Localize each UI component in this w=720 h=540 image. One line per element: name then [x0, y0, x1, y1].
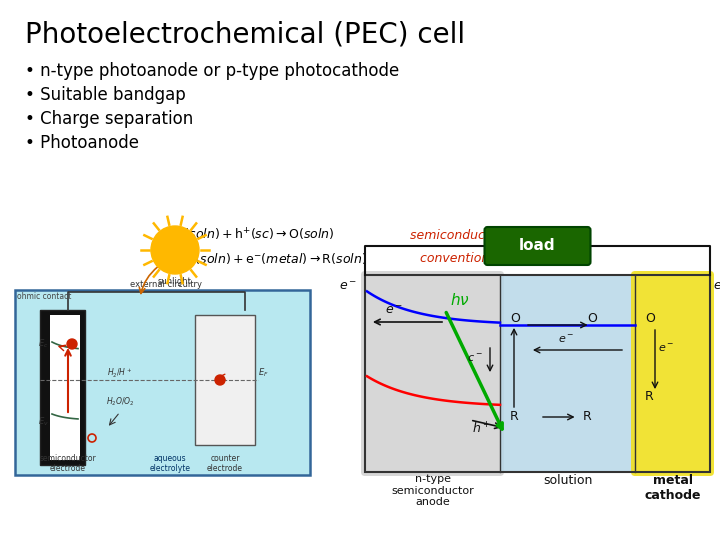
- Text: aqueous
electrolyte: aqueous electrolyte: [150, 454, 191, 473]
- FancyBboxPatch shape: [195, 315, 255, 445]
- FancyBboxPatch shape: [361, 271, 504, 476]
- FancyBboxPatch shape: [50, 315, 80, 460]
- Text: • Photoanode: • Photoanode: [25, 134, 139, 152]
- Circle shape: [151, 226, 199, 274]
- Text: O: O: [510, 312, 520, 325]
- Text: metal
cathode: metal cathode: [644, 474, 701, 502]
- Text: conventional cathode: conventional cathode: [420, 252, 555, 265]
- Text: external circuitry: external circuitry: [130, 280, 202, 289]
- Circle shape: [215, 375, 225, 385]
- Text: sunlight: sunlight: [158, 277, 192, 286]
- FancyBboxPatch shape: [631, 271, 714, 476]
- Text: $\mathrm{R}(\mathit{soln})+\mathrm{h}^{+}(\mathit{sc})\rightarrow\mathrm{O}(\mat: $\mathrm{R}(\mathit{soln})+\mathrm{h}^{+…: [175, 227, 335, 243]
- Text: Photoelectrochemical (PEC) cell: Photoelectrochemical (PEC) cell: [25, 20, 465, 48]
- Text: ohmic contact: ohmic contact: [17, 292, 71, 301]
- Text: $e^-$: $e^-$: [658, 343, 675, 354]
- Text: $c^-$: $c^-$: [467, 353, 483, 364]
- FancyBboxPatch shape: [40, 310, 85, 465]
- Text: O: O: [588, 312, 598, 325]
- Text: $E_F$: $E_F$: [258, 367, 269, 379]
- Circle shape: [67, 339, 77, 349]
- Text: R: R: [645, 390, 654, 403]
- Text: $e^-$: $e^-$: [385, 304, 403, 317]
- Text: $h\nu$: $h\nu$: [450, 292, 470, 308]
- Text: load: load: [519, 239, 556, 253]
- FancyBboxPatch shape: [500, 275, 635, 472]
- Text: $H_2O/O_2$: $H_2O/O_2$: [106, 396, 135, 408]
- Text: counter
electrode: counter electrode: [207, 454, 243, 473]
- Text: O: O: [645, 312, 655, 325]
- Text: R: R: [510, 410, 518, 423]
- Text: $E_c$: $E_c$: [38, 337, 48, 349]
- Text: semiconductor photoanode: semiconductor photoanode: [410, 228, 581, 241]
- Text: R: R: [582, 410, 591, 423]
- Text: $H_2/H^+$: $H_2/H^+$: [107, 366, 132, 380]
- Text: $E_v$: $E_v$: [38, 415, 49, 428]
- Text: $e^-$: $e^-$: [557, 334, 574, 345]
- FancyBboxPatch shape: [15, 290, 310, 475]
- Text: • Charge separation: • Charge separation: [25, 110, 193, 128]
- Text: $\mathrm{O}(\mathit{soln})+\mathrm{e}^{-}(\mathit{metal})\rightarrow\mathrm{R}(\: $\mathrm{O}(\mathit{soln})+\mathrm{e}^{-…: [185, 251, 367, 266]
- Text: $e^-$: $e^-$: [338, 280, 357, 293]
- FancyBboxPatch shape: [485, 227, 590, 265]
- Text: • Suitable bandgap: • Suitable bandgap: [25, 86, 186, 104]
- Text: semiconductor
electrode: semiconductor electrode: [40, 454, 96, 473]
- Text: $h^+$: $h^+$: [472, 422, 491, 437]
- Text: n-type
semiconductor
anode: n-type semiconductor anode: [391, 474, 474, 507]
- Text: $e^-$: $e^-$: [713, 280, 720, 293]
- Text: • n-type photoanode or p-type photocathode: • n-type photoanode or p-type photocatho…: [25, 62, 400, 80]
- Text: solution: solution: [543, 474, 592, 487]
